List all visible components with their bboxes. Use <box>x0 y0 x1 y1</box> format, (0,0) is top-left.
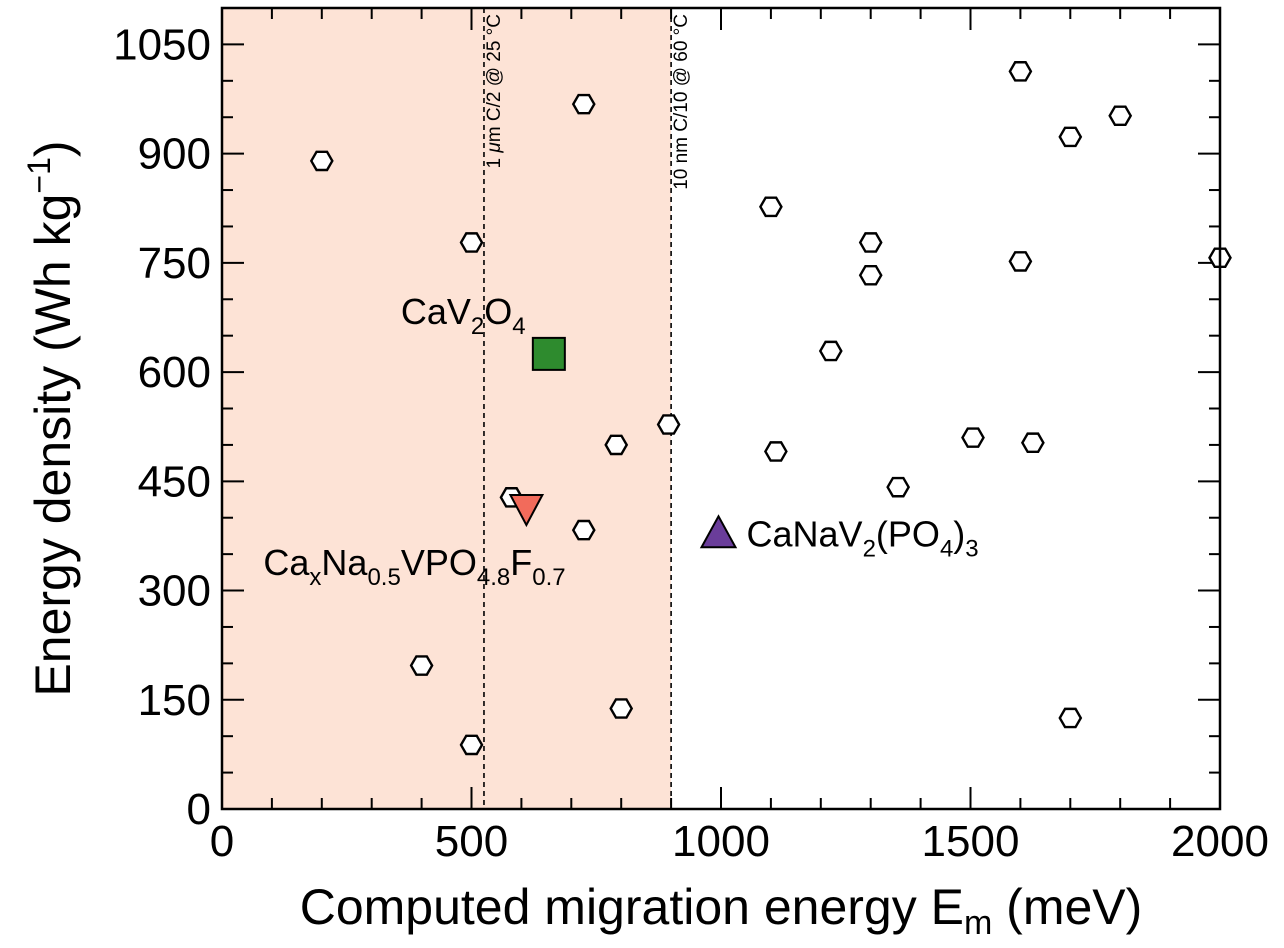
label-part: m C/2 @ 25 °C <box>484 14 505 142</box>
hexagon-point <box>759 196 783 218</box>
label-part: CaV <box>401 291 471 332</box>
highlight-square-marker <box>531 336 566 371</box>
label-part: CaNaV <box>747 513 863 554</box>
label-part: 0.5 <box>367 564 400 591</box>
label-part: 2 <box>863 535 876 562</box>
plot-frame <box>220 6 1222 811</box>
x-tick-label: 2000 <box>1171 817 1269 866</box>
y-tick-label: 150 <box>138 676 211 725</box>
y-axis-label-main: Energy density (Wh kg <box>25 194 81 697</box>
y-tick-label: 300 <box>138 567 211 616</box>
label-part: (PO <box>876 513 940 554</box>
hexagon-point <box>604 434 629 456</box>
x-tick-label: 1500 <box>922 817 1020 866</box>
hexagon-point <box>886 476 911 498</box>
highlight-triangle-down-marker <box>508 493 545 528</box>
hexagon-point <box>1058 707 1083 729</box>
hexagon-point <box>961 427 985 448</box>
hexagon-point <box>858 264 883 286</box>
hexagon-point <box>1108 105 1133 127</box>
y-tick-label: 600 <box>138 348 211 397</box>
label-part: x <box>309 564 321 591</box>
shaded-region <box>222 8 672 809</box>
y-tick-label: 750 <box>138 239 211 288</box>
hexagon-point <box>1008 251 1033 272</box>
label-part: 3 <box>965 535 978 562</box>
label-part: ) <box>953 513 965 554</box>
label-part: 4 <box>512 313 525 340</box>
y-tick-label: 1050 <box>113 20 211 69</box>
hexagon-point <box>459 232 484 253</box>
y-axis-label-sup: −1 <box>21 157 57 193</box>
label-part: 0.7 <box>532 564 565 591</box>
hexagon-point <box>1058 126 1083 148</box>
compound-label: CaxNa0.5VPO4.8F0.7 <box>263 542 565 591</box>
hexagon-point <box>656 414 681 435</box>
label-part: O <box>484 291 512 332</box>
x-tick-label: 1000 <box>672 817 770 866</box>
x-axis-label: Computed migration energy Em (meV) <box>300 879 1143 942</box>
label-part: 2 <box>471 313 484 340</box>
label-part: Ca <box>263 542 310 583</box>
y-tick-label: 0 <box>187 785 211 834</box>
x-tick-label: 0 <box>210 817 234 866</box>
hexagon-point <box>571 519 596 541</box>
y-axis-label-close: ) <box>25 140 81 157</box>
label-part: F <box>510 542 532 583</box>
y-tick-label: 450 <box>138 457 211 506</box>
y-tick-label: 900 <box>138 130 211 179</box>
x-axis-label-sub: m <box>964 904 992 942</box>
reference-line-label: 1 μm C/2 @ 25 °C <box>484 14 505 169</box>
hexagon-point <box>409 655 434 676</box>
reference-line-label: 10 nm C/10 @ 60 °C <box>671 14 692 190</box>
y-axis-label: Energy density (Wh kg−1) <box>21 140 81 696</box>
label-part: μ <box>484 142 505 154</box>
label-part: 4 <box>940 535 953 562</box>
x-axis-label-unit: (meV) <box>992 879 1142 935</box>
hexagon-point <box>609 698 634 719</box>
x-axis-label-main: Computed migration energy E <box>300 879 964 935</box>
label-part: 4.8 <box>477 564 510 591</box>
hexagon-point <box>1008 61 1033 82</box>
label-part: 1 <box>484 153 505 169</box>
hexagon-point <box>571 93 596 115</box>
highlight-triangle-up-marker <box>699 514 738 549</box>
label-part: VPO <box>401 542 477 583</box>
label-part: 10 nm C/10 @ 60 °C <box>671 14 692 190</box>
x-tick-label: 500 <box>435 817 508 866</box>
hexagon-point <box>818 340 843 362</box>
hexagon-point <box>764 441 788 462</box>
compound-label: CaV2O4 <box>401 291 526 340</box>
label-part: Na <box>321 542 368 583</box>
hexagon-point <box>1020 432 1045 454</box>
hexagon-point <box>858 232 883 253</box>
hexagon-point <box>309 150 334 172</box>
compound-label: CaNaV2(PO4)3 <box>747 513 979 562</box>
hexagon-point <box>459 734 484 756</box>
